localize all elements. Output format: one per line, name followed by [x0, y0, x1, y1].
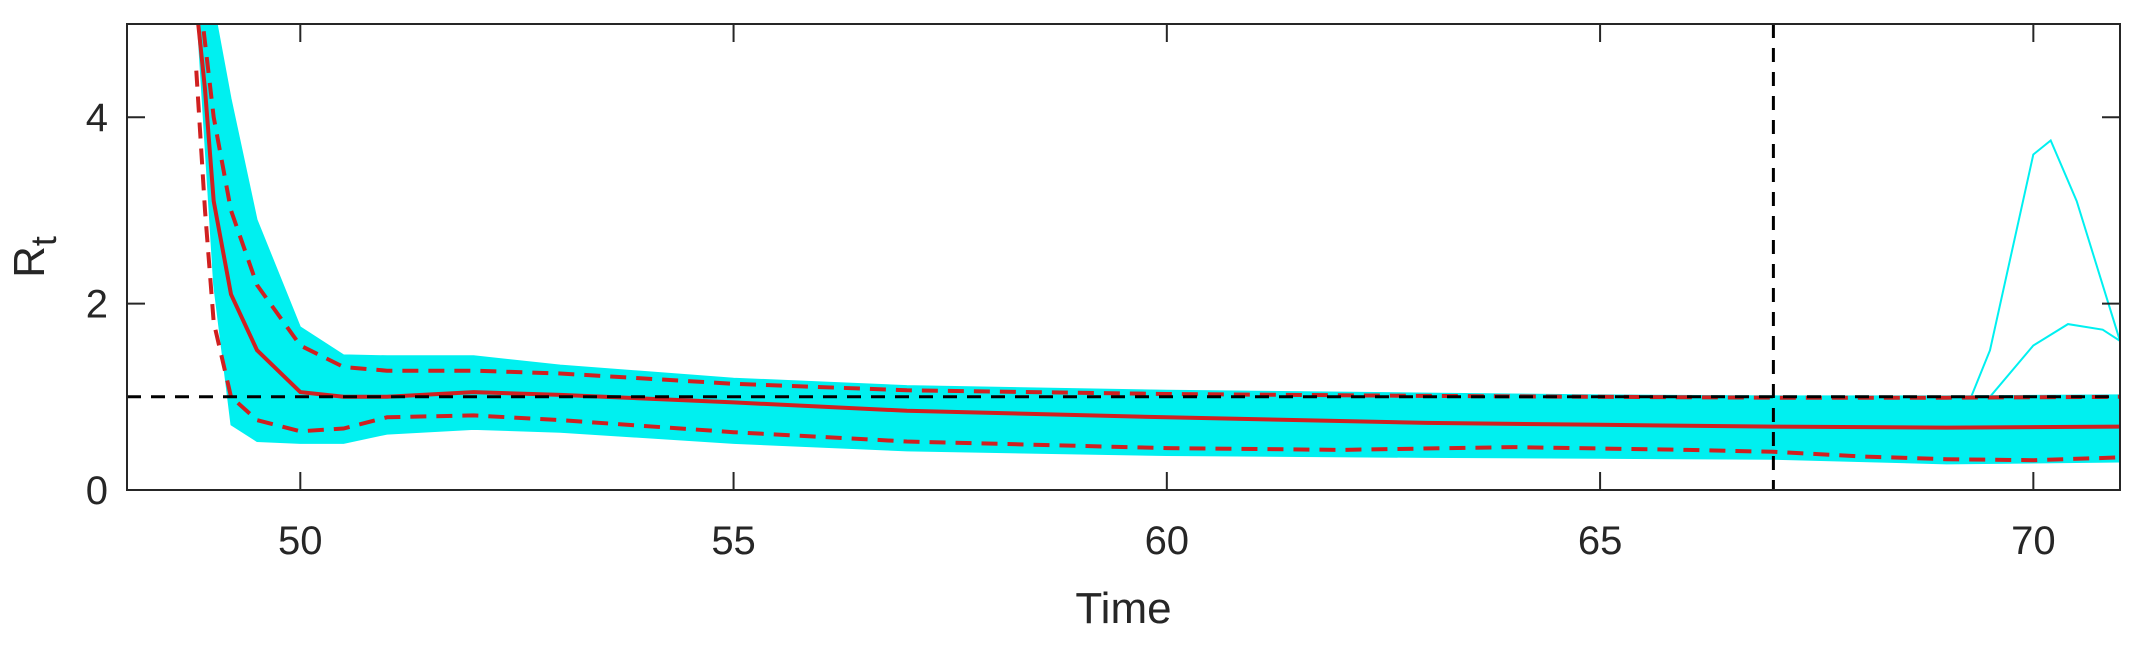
x-tick-label: 55: [711, 519, 756, 563]
x-tick-label: 65: [1578, 519, 1623, 563]
bound-line-1: [200, 24, 2120, 400]
y-axis-ticks: 0 2 4: [86, 96, 2120, 513]
series-lines: [194, 24, 2120, 463]
axes-box: [126, 23, 2121, 491]
bound-line-2: [194, 70, 2120, 463]
outlier-trace-1: [1945, 138, 2120, 458]
sample-trajectories: [196, 24, 2120, 465]
x-tick-label: 70: [2011, 519, 2056, 563]
plot-area: [127, 24, 2120, 490]
median-line: [196, 24, 2120, 430]
x-tick-label: 50: [278, 519, 323, 563]
y-axis-label-subscript: t: [23, 236, 64, 246]
reference-lines: [127, 24, 2120, 490]
sample-band: [196, 24, 2120, 465]
x-axis-label: Time: [1075, 584, 1171, 633]
y-axis-label-main: R: [5, 246, 54, 278]
outlier-trace-2: [1989, 323, 2120, 398]
x-tick-label: 60: [1145, 519, 1190, 563]
x-axis-ticks: 50 55 60 65 70: [278, 24, 2056, 563]
y-tick-label: 4: [86, 96, 108, 140]
y-tick-label: 0: [86, 469, 108, 513]
y-axis-label: Rt: [5, 236, 64, 278]
y-tick-label: 2: [86, 283, 108, 327]
